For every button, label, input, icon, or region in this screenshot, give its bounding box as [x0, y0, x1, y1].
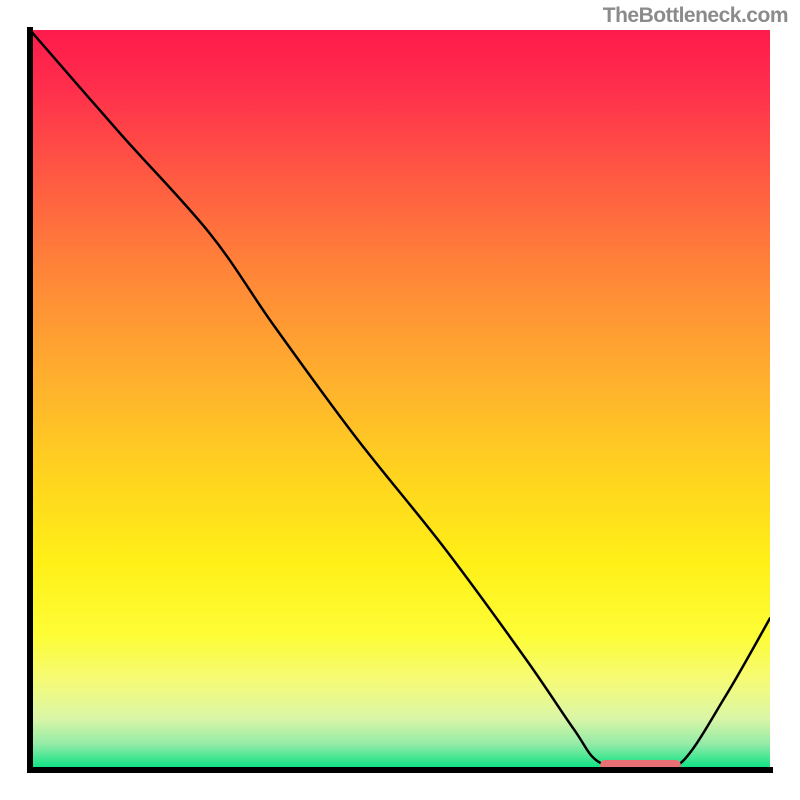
- bottleneck-curve: [30, 30, 770, 770]
- plot-area: [30, 30, 770, 770]
- y-axis: [27, 27, 33, 773]
- chart-container: { "canvas": { "width": 800, "height": 80…: [0, 0, 800, 800]
- watermark-text: TheBottleneck.com: [603, 4, 788, 28]
- curve-svg: [30, 30, 770, 770]
- x-axis: [27, 767, 773, 773]
